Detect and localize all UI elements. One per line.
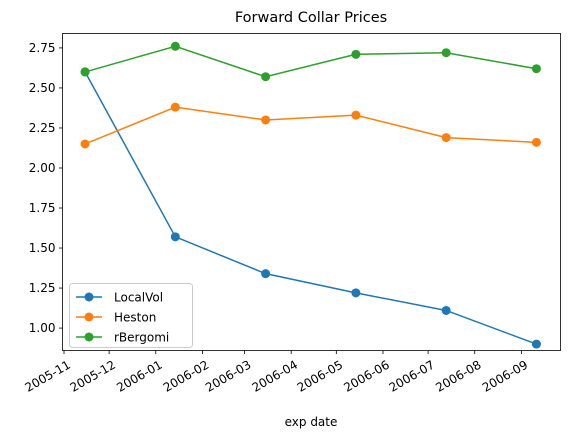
chart-title: Forward Collar Prices (235, 10, 387, 26)
data-point-rbergomi (531, 64, 541, 74)
y-tick-label: 1.00 (29, 321, 56, 335)
data-point-localvol (261, 269, 271, 279)
data-point-localvol (531, 339, 541, 349)
data-point-heston (170, 102, 180, 112)
data-point-rbergomi (441, 48, 451, 58)
legend: LocalVol Heston rBergomi (69, 283, 193, 348)
data-point-heston (351, 110, 361, 120)
x-axis-label: exp date (285, 415, 338, 429)
data-point-rbergomi (170, 41, 180, 51)
data-point-localvol (170, 232, 180, 242)
data-point-localvol (351, 288, 361, 298)
x-tick-label: 2005-11 (22, 358, 72, 395)
y-tick-label: 2.00 (29, 161, 56, 175)
legend-swatch-marker (84, 312, 94, 322)
y-tick-label: 2.50 (29, 81, 56, 95)
legend-label: Heston (114, 311, 156, 325)
y-tick-label: 2.75 (29, 41, 56, 55)
plot-frame (62, 33, 561, 351)
data-point-heston (80, 139, 90, 149)
legend-swatch-marker (84, 292, 94, 302)
x-tick-label: 2006-08 (433, 358, 483, 395)
x-tick-label: 2006-01 (114, 358, 164, 395)
x-tick-label: 2005-12 (68, 358, 118, 395)
data-point-localvol (441, 305, 451, 315)
y-tick-label: 1.75 (29, 201, 56, 215)
x-tick-label: 2006-02 (161, 358, 211, 395)
data-point-rbergomi (80, 67, 90, 77)
data-point-heston (261, 115, 271, 125)
x-tick-label: 2006-05 (295, 358, 345, 395)
x-tick-label: 2006-04 (250, 358, 300, 395)
x-tick-label: 2006-06 (341, 358, 391, 395)
legend-box (69, 283, 193, 348)
series-line-rbergomi (84, 45, 537, 78)
y-tick-label: 2.25 (29, 121, 56, 135)
x-tick-label: 2006-09 (480, 358, 530, 395)
series-line-heston (84, 106, 537, 145)
legend-swatch-marker (84, 332, 94, 342)
data-point-heston (531, 137, 541, 147)
y-axis: 1.00 1.25 1.50 1.75 2.00 2.25 2.50 2.75 (29, 41, 63, 335)
legend-label: LocalVol (114, 291, 163, 305)
x-tick-label: 2006-07 (387, 358, 437, 395)
data-point-rbergomi (351, 49, 361, 59)
data-point-heston (441, 133, 451, 143)
legend-label: rBergomi (114, 331, 169, 345)
data-point-rbergomi (261, 72, 271, 82)
x-tick-label: 2006-03 (203, 358, 253, 395)
y-tick-label: 1.25 (29, 281, 56, 295)
x-axis: 2005-112005-122006-012006-022006-032006-… (22, 350, 530, 395)
series-line-localvol (84, 71, 537, 345)
y-tick-label: 1.50 (29, 241, 56, 255)
chart-marks (80, 41, 541, 349)
